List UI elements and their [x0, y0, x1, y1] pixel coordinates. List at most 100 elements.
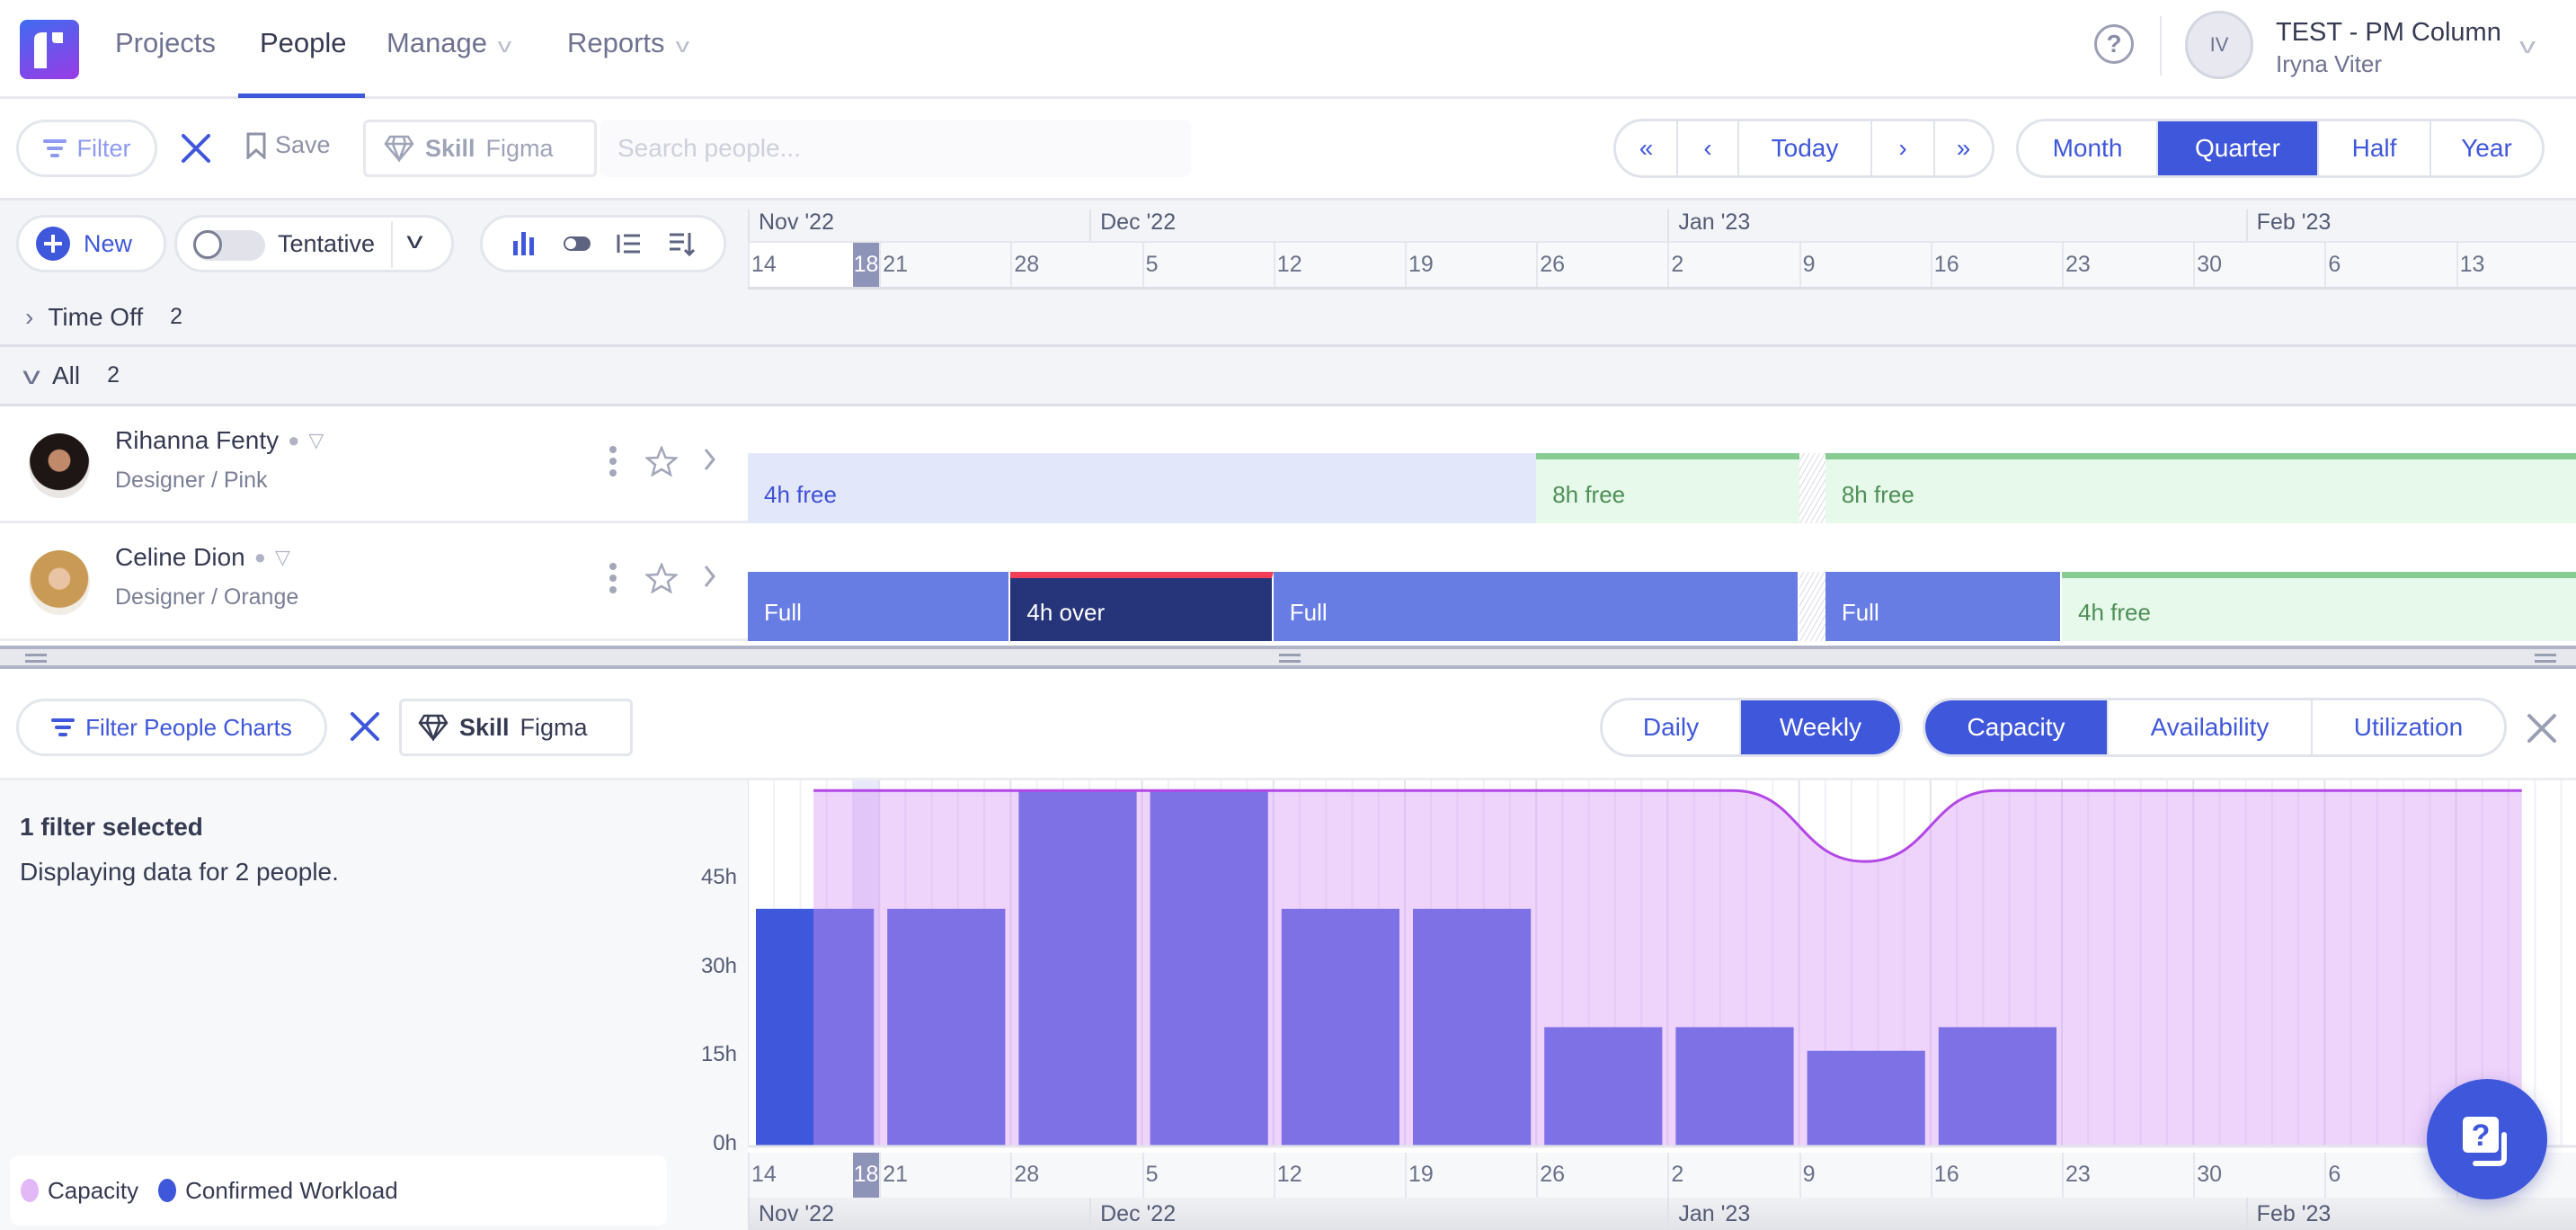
next-button[interactable]: › — [1872, 121, 1935, 175]
grip-icon[interactable] — [2535, 654, 2556, 663]
week-label: 6 — [2324, 243, 2456, 287]
grip-icon[interactable] — [25, 654, 47, 663]
view-month[interactable]: Month — [2019, 121, 2158, 175]
group-time-off[interactable]: › Time Off 2 — [0, 290, 2576, 347]
avatar — [29, 550, 90, 615]
person-name-text: Celine Dion — [115, 543, 245, 571]
tentative-toggle[interactable] — [193, 230, 265, 261]
nav-reports[interactable]: Reports v — [567, 27, 689, 59]
filter-button[interactable]: Filter — [16, 120, 157, 177]
bookmark-icon — [246, 132, 266, 159]
allocation-bar-over[interactable]: 4h over — [1010, 572, 1274, 641]
bar-chart-icon[interactable] — [511, 230, 537, 257]
allocation-bar-hatch[interactable] — [1799, 453, 1825, 523]
double-chevron-right-icon: » — [1956, 134, 1971, 162]
chevron-down-icon[interactable]: v — [406, 227, 423, 254]
jump-back-button[interactable]: « — [1616, 121, 1678, 175]
nav-reports-label: Reports — [567, 27, 665, 58]
today-marker[interactable]: 18 — [852, 243, 880, 287]
week-label: 14 — [748, 1153, 879, 1198]
star-icon[interactable] — [645, 446, 678, 477]
week-label: 9 — [1799, 243, 1931, 287]
skill-filter-chip[interactable]: Skill Figma — [363, 120, 597, 177]
workload-bar — [887, 908, 1006, 1145]
clear-chart-filter-icon[interactable] — [347, 709, 383, 744]
week-label: 19 — [1405, 243, 1536, 287]
granularity-daily[interactable]: Daily — [1603, 700, 1741, 754]
clear-filter-icon[interactable] — [178, 130, 214, 166]
save-label: Save — [275, 131, 331, 158]
support-chat-button[interactable]: ? — [2427, 1079, 2547, 1199]
chevron-right-icon: › — [1898, 134, 1907, 162]
allocation-bar-freegreen[interactable]: 8h free — [1825, 453, 2576, 523]
help-icon[interactable]: ? — [2094, 24, 2134, 64]
divider — [391, 221, 393, 268]
star-icon[interactable] — [645, 563, 678, 593]
kebab-menu-icon[interactable] — [608, 563, 618, 593]
toggle-view-icon[interactable] — [563, 234, 591, 254]
chevron-down-icon: v — [22, 361, 40, 389]
legend-capacity-swatch — [21, 1179, 39, 1202]
group-all[interactable]: v All 2 — [0, 347, 2576, 406]
list-icon[interactable] — [617, 232, 642, 255]
close-chart-icon[interactable] — [2524, 710, 2560, 746]
allocation-bar-hatch[interactable] — [1799, 572, 1825, 641]
allocation-bar-full[interactable]: Full — [1825, 572, 2062, 641]
save-button[interactable]: Save — [246, 131, 331, 159]
timeline-weeks: 14 21 28 5 12 19 26 2 9 16 23 30 6 13 18 — [748, 243, 2576, 290]
chevron-right-icon[interactable] — [703, 446, 717, 473]
search-people-input[interactable] — [600, 120, 1191, 177]
filter-people-charts-button[interactable]: Filter People Charts — [16, 699, 327, 756]
chevron-down-icon[interactable]: v — [2519, 34, 2536, 58]
group-label: All — [52, 361, 81, 389]
filter-count: 1 filter selected — [20, 813, 203, 841]
group-count: 2 — [170, 304, 183, 329]
allocation-bar-full[interactable]: Full — [1273, 572, 1799, 641]
view-quarter[interactable]: Quarter — [2158, 121, 2319, 175]
app-logo[interactable] — [20, 20, 79, 79]
nav-people[interactable]: People — [260, 27, 347, 58]
nav-manage[interactable]: Manage v — [386, 27, 511, 59]
sort-icon[interactable] — [668, 230, 695, 257]
filter-label: Filter — [76, 134, 131, 162]
today-marker[interactable]: 18 — [852, 1153, 880, 1198]
account-org[interactable]: TEST - PM Column — [2276, 18, 2501, 47]
allocation-bar-freeblue[interactable]: 4h free — [748, 453, 1537, 523]
month-label: Feb '23 — [2245, 209, 2331, 241]
kebab-menu-icon[interactable] — [608, 446, 618, 477]
week-label: 13 — [2456, 243, 2576, 287]
workload-bar — [756, 908, 875, 1145]
prev-button[interactable]: ‹ — [1678, 121, 1739, 175]
new-button[interactable]: New — [16, 215, 166, 272]
chevron-right-icon[interactable] — [703, 563, 717, 590]
allocation-bar-freegreen[interactable]: 8h free — [1536, 453, 1799, 523]
group-count: 2 — [107, 362, 120, 388]
chart-skill-chip[interactable]: Skill Figma — [399, 699, 633, 756]
person-name[interactable]: Celine Dion ● ▽ — [115, 543, 290, 572]
panel-resize-handle[interactable] — [0, 646, 2576, 669]
month-label: Feb '23 — [2245, 1198, 2331, 1230]
metric-availability[interactable]: Availability — [2109, 700, 2313, 754]
metric-utilization[interactable]: Utilization — [2353, 713, 2464, 741]
allocation-bar-freegreen[interactable]: 4h free — [2062, 572, 2576, 641]
legend-capacity-label: Capacity — [48, 1176, 139, 1204]
metric-capacity[interactable]: Capacity — [1925, 700, 2109, 754]
month-label: Dec '22 — [1089, 209, 1176, 241]
view-year[interactable]: Year — [2461, 134, 2512, 162]
workload-bar — [1938, 1027, 2056, 1145]
chart-legend: Capacity Confirmed Workload — [10, 1155, 667, 1226]
double-chevron-left-icon: « — [1639, 134, 1654, 162]
person-name[interactable]: Rihanna Fenty ● ▽ — [115, 426, 324, 455]
new-label: New — [84, 229, 133, 257]
top-nav: Projects People Manage v Reports v ? IV TE… — [0, 0, 2576, 99]
jump-forward-button[interactable]: » — [1935, 121, 1992, 175]
account-avatar[interactable]: IV — [2185, 11, 2253, 79]
nav-projects[interactable]: Projects — [115, 27, 216, 58]
today-button[interactable]: Today — [1739, 121, 1872, 175]
skill-value: Figma — [520, 713, 588, 741]
allocation-bar-full[interactable]: Full — [748, 572, 1011, 641]
view-half[interactable]: Half — [2319, 121, 2431, 175]
y-tick-label: 30h — [700, 953, 737, 978]
granularity-weekly[interactable]: Weekly — [1741, 700, 1900, 754]
grip-icon[interactable] — [1279, 654, 1301, 663]
